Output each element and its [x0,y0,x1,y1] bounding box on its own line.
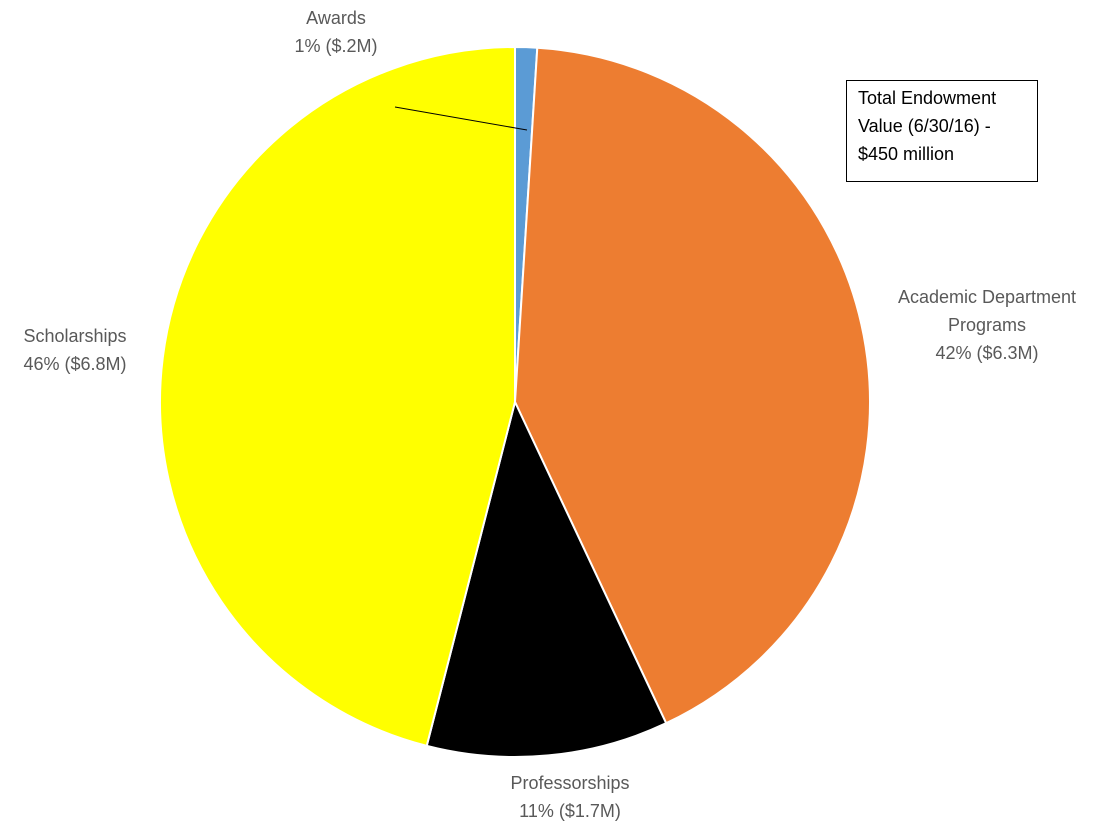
pie-slice-professorships [425,399,668,758]
awards-leader-line [394,106,528,131]
pie-slice-academic-department-programs [513,46,871,725]
scholarships-slice-label: Scholarships [23,326,126,346]
awards-slice-label: Awards [306,8,366,28]
pie-slices [158,45,871,758]
professorships-slice-label: Professorships [510,773,629,793]
academic-slice-label-line1: Academic Department [898,287,1076,307]
total-endowment-note: Total Endowment Value (6/30/16) - $450 m… [846,80,1038,182]
scholarships-value-label: 46% ($6.8M) [23,354,126,374]
professorships-value-label: 11% ($1.7M) [519,801,621,821]
pie-slice-scholarships [158,45,516,748]
awards-value-label: 1% ($.2M) [294,36,377,56]
academic-value-label: 42% ($6.3M) [935,343,1038,363]
academic-slice-label-line2: Programs [948,315,1026,335]
